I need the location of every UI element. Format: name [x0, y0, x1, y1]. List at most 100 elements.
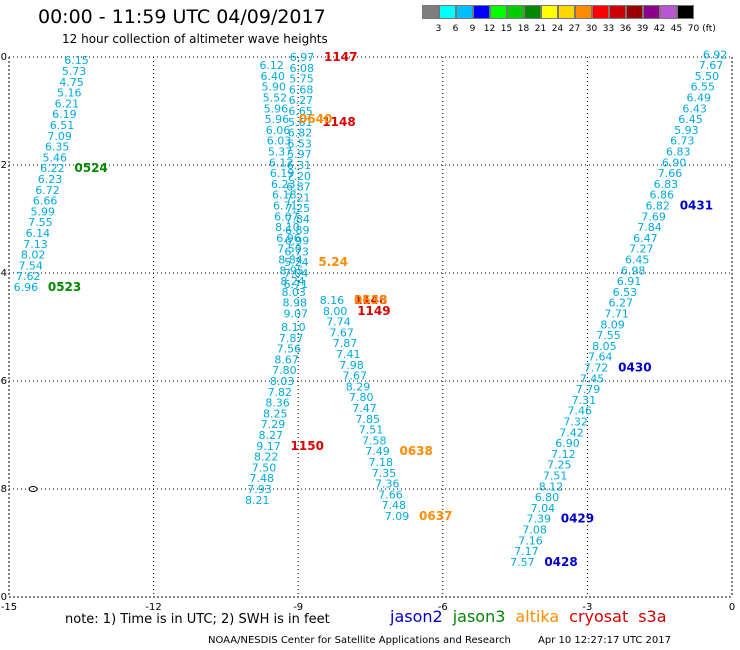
wave-height-label: 7.55: [28, 216, 53, 229]
wave-height-label: 6.53: [613, 286, 638, 299]
wave-height-label: 5.90: [262, 81, 287, 94]
island-marker: [28, 486, 38, 492]
wave-height-label: 6.14: [26, 227, 51, 240]
x-tick-label: -12: [145, 602, 161, 613]
wave-height-label: 7.41: [336, 348, 361, 361]
wave-height-label: 6.71: [284, 278, 309, 291]
wave-height-label: 5.75: [289, 73, 314, 86]
wave-height-label: 7.08: [522, 524, 547, 537]
legend-label: 6: [452, 24, 459, 34]
wave-height-label: 7.18: [368, 456, 393, 469]
pass-time-label: 1150: [291, 439, 324, 453]
wave-height-label: 6.27: [609, 297, 634, 310]
wave-height-label: 8.16: [320, 294, 345, 307]
wave-height-label: 6.82: [288, 127, 313, 140]
wave-height-label: 6.91: [617, 275, 642, 288]
wave-height-label: 6.89: [285, 224, 310, 237]
wave-height-label: 6.08: [290, 62, 315, 75]
wave-height-label: 7.39: [526, 513, 551, 526]
wave-height-label: 8.12: [539, 480, 564, 493]
wave-height-label: 7.49: [365, 445, 390, 458]
wave-height-label: 9.17: [256, 440, 281, 453]
wave-height-label: 7.87: [279, 332, 304, 345]
x-tick-label: -6: [438, 602, 448, 613]
pass-time-label: 1148: [322, 115, 355, 129]
wave-height-label: 7.13: [23, 238, 48, 251]
wave-height-label: 7.98: [339, 359, 364, 372]
wave-height-label: 7.17: [514, 545, 539, 558]
wave-height-label: 7.29: [261, 418, 286, 431]
wave-height-label: 6.99: [285, 235, 310, 248]
wave-height-label: 5.37: [268, 146, 293, 159]
wave-height-label: 6.31: [287, 159, 312, 172]
legend-swatch: [558, 5, 575, 19]
wave-height-label: 7.84: [637, 221, 662, 234]
wave-height-label: 7.64: [588, 351, 613, 364]
wave-height-label: 6.19: [52, 108, 77, 121]
wave-height-label: 8.10: [275, 221, 300, 234]
satellite-legend: jason2 jason3 altika cryosat s3a: [390, 607, 677, 626]
wave-height-label: 5.61: [288, 116, 313, 129]
y-tick-label: -2: [0, 160, 7, 171]
legend-swatch: [439, 5, 456, 19]
wave-height-label: 5.46: [43, 151, 68, 164]
wave-height-label: 7.58: [362, 434, 387, 447]
satellite-label-jason2: jason2: [390, 607, 443, 626]
legend-label: 33: [602, 24, 615, 34]
wave-height-label: 7.72: [584, 362, 609, 375]
wave-height-label: 6.03: [267, 135, 292, 148]
wave-height-label: 7.66: [378, 488, 403, 501]
wave-height-label: 6.53: [287, 137, 312, 150]
wave-height-label: 5.93: [674, 124, 699, 137]
wave-height-label: 8.98: [282, 297, 307, 310]
wave-height-label: 7.31: [572, 394, 597, 407]
wave-height-label: 6.68: [289, 83, 314, 96]
wave-height-label: 6.12: [259, 59, 284, 72]
wave-height-label: 6.73: [670, 135, 695, 148]
legend-label: 42: [653, 24, 666, 34]
pass-time-label: 1148: [354, 293, 387, 307]
wave-height-label: 7.50: [277, 243, 302, 256]
legend-label: 70: [687, 24, 700, 34]
x-tick-label: 0: [729, 602, 735, 613]
legend-label: 9: [469, 24, 476, 34]
legend-label: 36: [619, 24, 632, 34]
legend-label: 15: [500, 24, 513, 34]
map-subtitle: 12 hour collection of altimeter wave hei…: [62, 32, 328, 46]
wave-height-label: 6.97: [290, 51, 315, 64]
wave-height-label: 6.96: [276, 232, 301, 245]
legend-swatch: [490, 5, 507, 19]
wave-height-label: 6.07: [274, 210, 299, 223]
wave-height-label: 7.71: [604, 308, 629, 321]
pass-time-label: 0523: [48, 280, 81, 294]
wave-height-label: 7.46: [568, 405, 593, 418]
pass-time-label: 0524: [74, 161, 107, 175]
y-tick-label: 0: [1, 52, 7, 63]
wave-height-label: 6.23: [38, 173, 63, 186]
wave-height-label: 6.27: [289, 94, 314, 107]
pass-time-label: 1147: [324, 50, 357, 64]
wave-height-label: 7.04: [531, 502, 556, 515]
wave-height-label: 6.45: [678, 113, 703, 126]
note-text: note: 1) Time is in UTC; 2) SWH is in fe…: [65, 612, 330, 627]
wave-height-label: 7.51: [359, 424, 384, 437]
wave-height-label: 6.86: [650, 189, 675, 202]
legend-unit: (ft): [702, 24, 716, 34]
y-tick-label: -8: [0, 484, 7, 495]
wave-height-label: 8.03: [270, 375, 295, 388]
wave-height-label: 8.00: [323, 305, 348, 318]
wave-height-label: 7.67: [699, 59, 724, 72]
wave-height-label: 8.84: [278, 254, 303, 267]
wave-height-label: 7.36: [375, 478, 400, 491]
wave-height-label: 7.67: [342, 370, 367, 383]
wave-height-label: 5.99: [30, 205, 55, 218]
wave-height-label: 6.23: [271, 178, 296, 191]
legend-label: 30: [585, 24, 598, 34]
legend-swatch: [626, 5, 643, 19]
wave-height-label: 7.85: [355, 413, 380, 426]
wave-height-label: 6.80: [535, 491, 560, 504]
wave-height-label: 5.96: [265, 113, 290, 126]
wave-height-label: 7.45: [580, 372, 605, 385]
wave-height-label: 6.19: [270, 167, 295, 180]
